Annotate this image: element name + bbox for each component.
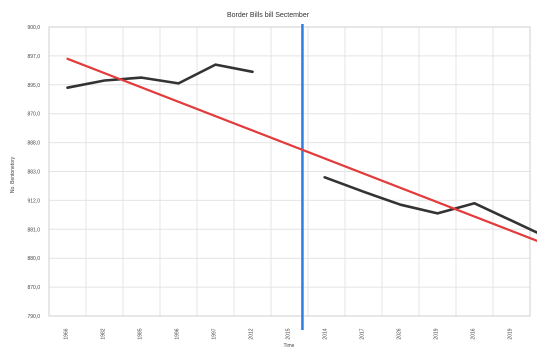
x-tick-label: 2019 [508,328,514,339]
observed-series-pre [66,63,254,89]
x-tick-label: 1997 [212,328,218,339]
y-tick-label: 790,0 [27,314,40,320]
x-tick-label: 1982 [101,328,107,339]
plot-frame [48,26,531,317]
y-tick-label: 900,0 [27,25,40,31]
y-tick-label: 883,0 [27,170,40,176]
y-tick-label: 888,0 [27,141,40,147]
grid [48,26,531,317]
x-tick-label: 1966 [64,328,70,339]
x-axis-ticks: 1966 1982 1985 1996 1997 2012 2015 2014 2017 2026… [64,328,514,339]
x-tick-label: 2016 [471,328,477,339]
trend-line [66,57,537,242]
x-tick-label: 2015 [286,328,292,339]
x-tick-label: 1996 [175,328,181,339]
x-tick-label: 2017 [360,328,366,339]
y-tick-label: 912,0 [27,198,40,204]
y-tick-label: 870,0 [27,285,40,291]
x-axis-title: Time [284,343,295,349]
x-tick-label: 2026 [397,328,403,339]
y-axis-ticks: 900,0 897,0 895,0 870,0 888,0 883,0 912,0 881,0… [27,25,40,320]
y-axis-title: No. Bentonetory [10,156,16,193]
series-layer [66,24,537,330]
y-tick-label: 870,0 [27,112,40,118]
chart-title: Border Bills bill Sectember [227,12,310,19]
x-tick-label: 2014 [323,328,329,339]
y-tick-label: 895,0 [27,83,40,89]
y-tick-label: 881,0 [27,227,40,233]
x-tick-label: 1985 [138,328,144,339]
x-tick-label: 2019 [434,328,440,339]
y-tick-label: 897,0 [27,54,40,60]
x-tick-label: 2012 [249,328,255,339]
y-tick-label: 880,0 [27,256,40,262]
